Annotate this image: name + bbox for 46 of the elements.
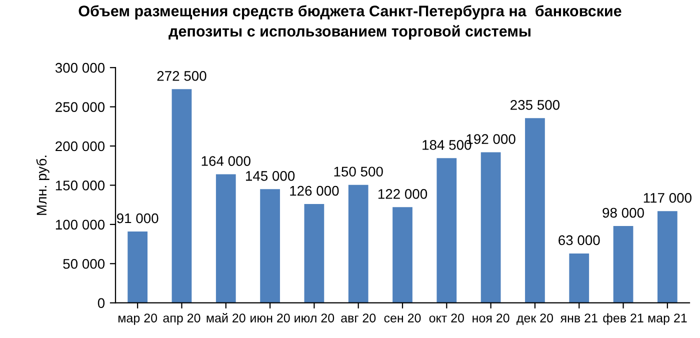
x-tick-label: ноя 20	[472, 314, 510, 322]
data-label: 63 000	[558, 235, 600, 246]
data-label: 235 500	[510, 100, 560, 110]
bar	[525, 118, 545, 303]
y-axis-title: Млн. руб.	[36, 156, 50, 215]
x-tick-label: мар 21	[648, 314, 687, 325]
bar	[392, 207, 412, 303]
bar	[304, 204, 324, 303]
x-tick-label: авг 20	[341, 314, 376, 322]
bar	[260, 189, 280, 303]
x-tick-label: сен 20	[384, 314, 421, 322]
bar	[436, 158, 457, 303]
chart-title: Объем размещения средств бюджета Санкт-Петербурга на банковские депозиты с использованием торговой системы	[78, 5, 622, 40]
bar	[172, 89, 192, 303]
data-label: 117 000	[644, 192, 692, 203]
x-tick-label: дек 20	[516, 314, 554, 325]
x-tick-label: июл 20	[294, 314, 334, 322]
data-label: 122 000	[378, 189, 428, 199]
x-tick-label: май 20	[206, 313, 246, 322]
bar	[657, 211, 678, 303]
data-label: 91 000	[116, 213, 158, 224]
y-tick-label: 200 000	[56, 141, 105, 152]
x-tick-label: апр 20	[163, 314, 200, 325]
y-tick-label: 150 000	[56, 180, 105, 190]
bar	[613, 226, 634, 303]
y-tick-label: 100 000	[56, 220, 105, 230]
data-label: 126 000	[290, 186, 339, 196]
bar	[480, 152, 501, 303]
bar	[128, 231, 148, 303]
data-label: 98 000	[602, 208, 644, 218]
x-tick-label: янв 21	[560, 314, 598, 322]
data-label: 150 500	[334, 166, 383, 177]
y-tick-label: 50 000	[63, 258, 105, 269]
bar	[348, 184, 368, 303]
data-label: 272 500	[157, 71, 206, 81]
x-tick-label: мар 20	[118, 314, 158, 325]
data-label: 164 000	[202, 156, 250, 166]
y-tick-label: 0	[98, 298, 105, 308]
x-tick-label: фев 21	[603, 313, 644, 325]
y-tick-label: 250 000	[56, 102, 105, 112]
y-tick-label: 300 000	[55, 62, 105, 73]
x-tick-label: июн 20	[250, 314, 290, 322]
x-tick-label: окт 20	[429, 314, 464, 322]
bar	[216, 174, 236, 303]
bar	[569, 253, 590, 303]
data-label: 145 000	[246, 171, 295, 181]
